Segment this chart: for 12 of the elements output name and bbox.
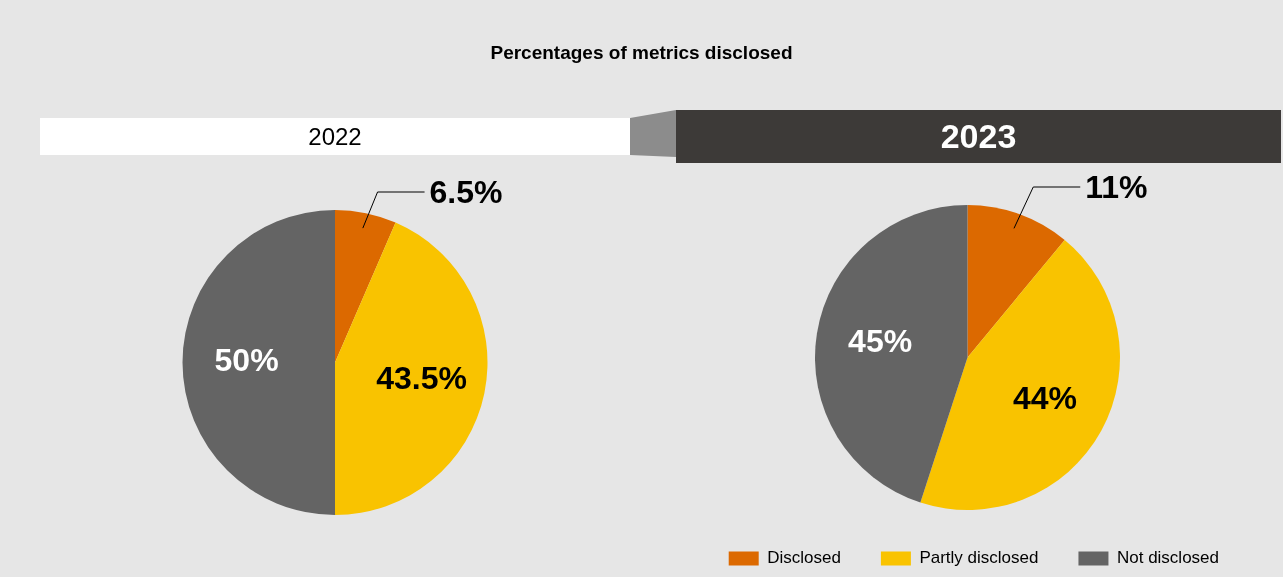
legend-label: Partly disclosed <box>919 548 1039 568</box>
legend-label: Disclosed <box>767 548 841 568</box>
text: Percentages of metrics disclosed <box>489 42 794 64</box>
data-label: 11% <box>1085 168 1148 205</box>
data-label: 43.5% <box>376 360 467 397</box>
chart-subtitle: 2022 <box>40 118 630 155</box>
data-label: 6.5% <box>429 173 503 210</box>
chart-title: 2023 <box>676 110 1281 163</box>
data-label: 44% <box>1012 379 1078 416</box>
legend-label: Not disclosed <box>1116 548 1220 568</box>
data-label: 45% <box>848 323 913 360</box>
data-label: 50% <box>214 342 279 379</box>
